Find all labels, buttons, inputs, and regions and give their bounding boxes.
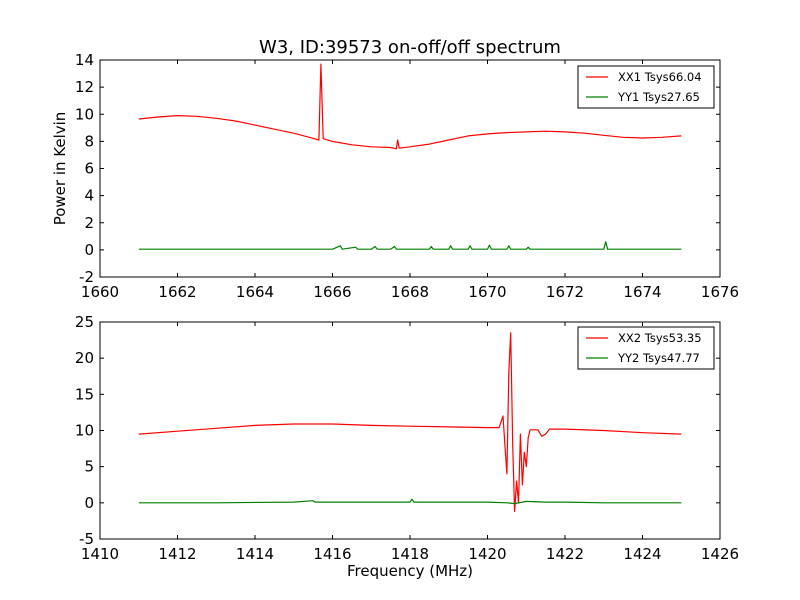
x-tick-label: 1418 [391, 545, 429, 563]
top-panel: 1660 1662 1664 1666 1668 1670 1672 1674 1676 -2 0 2… [51, 51, 739, 301]
y-tick-label: 8 [84, 132, 94, 150]
series-line-1 [138, 332, 682, 513]
legend-label: YY1 Tsys27.65 [617, 90, 700, 104]
y-tick-label: -2 [79, 268, 94, 286]
y-tick-label: 10 [75, 422, 94, 440]
legend-label: XX1 Tsys66.04 [618, 70, 702, 84]
y-tick-label: 12 [75, 78, 94, 96]
series-line-2 [138, 241, 682, 250]
x-tick-label: 1414 [236, 545, 274, 563]
x-tick-label: 1426 [701, 545, 739, 563]
y-tick-label: 25 [75, 313, 94, 331]
bottom-panel: 1410 1412 1414 1416 1418 1420 1422 1424 1426 -5 0 5… [75, 313, 739, 580]
x-tick-label: 1672 [546, 283, 584, 301]
x-tick-label: 1664 [236, 283, 274, 301]
x-axis-label: Frequency (MHz) [347, 562, 473, 580]
x-tick-label: 1662 [158, 283, 196, 301]
legend-label: XX2 Tsys53.35 [618, 331, 702, 345]
x-tick-label: 1660 [81, 283, 119, 301]
y-tick-label: 14 [75, 51, 94, 69]
y-tick-label: 6 [84, 160, 94, 178]
legend-label: YY2 Tsys47.77 [617, 351, 700, 365]
legend: XX1 Tsys66.04 YY1 Tsys27.65 [577, 65, 715, 109]
y-tick-label: 4 [84, 187, 94, 205]
x-tick-label: 1668 [391, 283, 429, 301]
y-tick-label: 10 [75, 105, 94, 123]
y-tick-label: -5 [79, 530, 94, 548]
x-tick-label: 1670 [468, 283, 506, 301]
series-line-1 [138, 63, 682, 150]
figure-title: W3, ID:39573 on-off/off spectrum [259, 37, 561, 58]
x-tick-label: 1666 [313, 283, 351, 301]
x-tick-label: 1412 [158, 545, 196, 563]
series-line-2 [138, 498, 682, 505]
x-tick-label: 1416 [313, 545, 351, 563]
y-tick-label: 0 [84, 494, 94, 512]
x-tick-label: 1674 [623, 283, 661, 301]
y-tick-label: 5 [84, 458, 94, 476]
x-tick-label: 1424 [623, 545, 661, 563]
y-tick-label: 0 [84, 241, 94, 259]
y-tick-label: 2 [84, 214, 94, 232]
y-tick-label: 20 [75, 349, 94, 367]
x-tick-label: 1422 [546, 545, 584, 563]
y-axis-label: Power in Kelvin [51, 112, 69, 226]
x-tick-label: 1410 [81, 545, 119, 563]
legend: XX2 Tsys53.35 YY2 Tsys47.77 [577, 326, 715, 370]
y-tick-label: 15 [75, 385, 94, 403]
x-tick-label: 1420 [468, 545, 506, 563]
x-tick-label: 1676 [701, 283, 739, 301]
